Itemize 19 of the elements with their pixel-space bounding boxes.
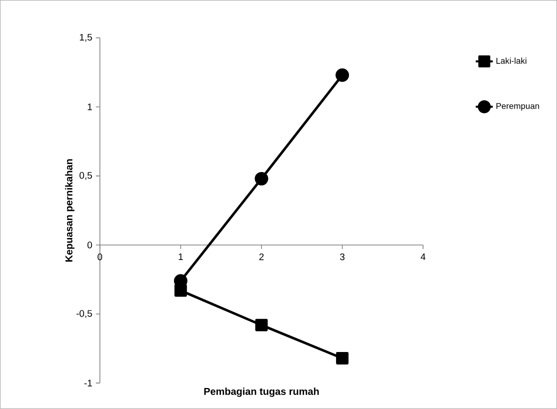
- point: [254, 172, 268, 186]
- y-tick-label: 1: [88, 104, 92, 110]
- point: [255, 318, 268, 332]
- y-tick-label: -0,5: [76, 310, 92, 318]
- y-axis-title: Kepuasan pernikahan: [65, 159, 74, 262]
- point: [336, 68, 350, 82]
- legend-label: Laki-laki: [496, 58, 526, 64]
- y-tick-label: 0: [87, 242, 92, 248]
- y-tick-label: 1,5: [80, 34, 92, 42]
- x-tick-label: 2: [259, 254, 264, 260]
- legend-label: Perempuan: [496, 103, 540, 111]
- y-tick-label: -1: [84, 380, 92, 386]
- x-tick-label: 4: [420, 254, 426, 260]
- x-tick-label: 1: [178, 254, 183, 260]
- x-tick-label: 3: [340, 254, 345, 260]
- point: [336, 352, 349, 364]
- x-tick-label: 0: [98, 254, 102, 260]
- x-axis-title: Pembagian tugas rumah: [204, 388, 319, 397]
- y-tick-label: 0,5: [80, 172, 92, 180]
